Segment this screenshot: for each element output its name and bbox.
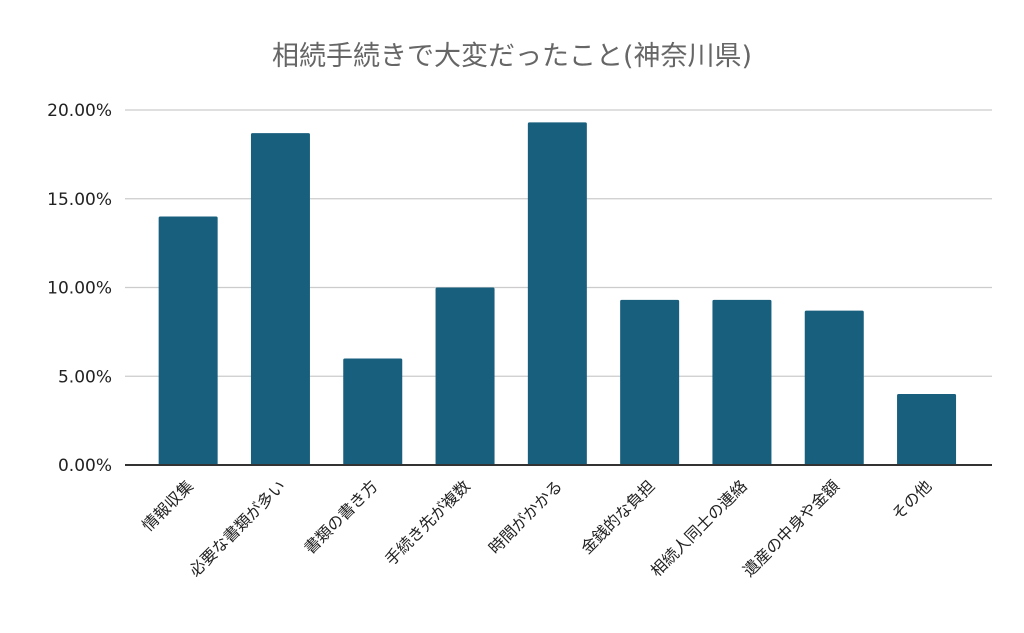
x-tick-label: 手続き先が複数 xyxy=(381,476,474,569)
bar xyxy=(343,358,403,465)
bars xyxy=(158,122,957,466)
bar xyxy=(250,133,310,465)
x-tick-label: 書類の書き方 xyxy=(300,476,381,557)
x-tick-label: 時間がかかる xyxy=(485,476,566,557)
x-tick-label: 必要な書類が多い xyxy=(185,476,289,580)
x-tick-label: その他 xyxy=(888,476,935,523)
x-tick-label: 相続人同士の連絡 xyxy=(647,476,751,580)
y-tick-label: 10.00% xyxy=(47,279,112,299)
x-tick-label: 遺産の中身や金額 xyxy=(739,476,843,580)
bar xyxy=(435,287,495,465)
bar xyxy=(712,299,772,465)
x-tick-label: 情報収集 xyxy=(138,476,197,535)
bar xyxy=(897,394,957,465)
y-tick-label: 20.00% xyxy=(47,101,112,121)
bar xyxy=(804,310,864,465)
x-tick-label: 金銭的な負担 xyxy=(577,476,658,557)
y-tick-label: 0.00% xyxy=(58,456,112,476)
y-tick-label: 5.00% xyxy=(58,367,112,387)
chart-title: 相続手続きで大変だったこと(神奈川県) xyxy=(271,41,753,72)
bar xyxy=(158,216,218,465)
bar xyxy=(620,299,680,465)
y-tick-label: 15.00% xyxy=(47,190,112,210)
bar xyxy=(527,122,587,466)
